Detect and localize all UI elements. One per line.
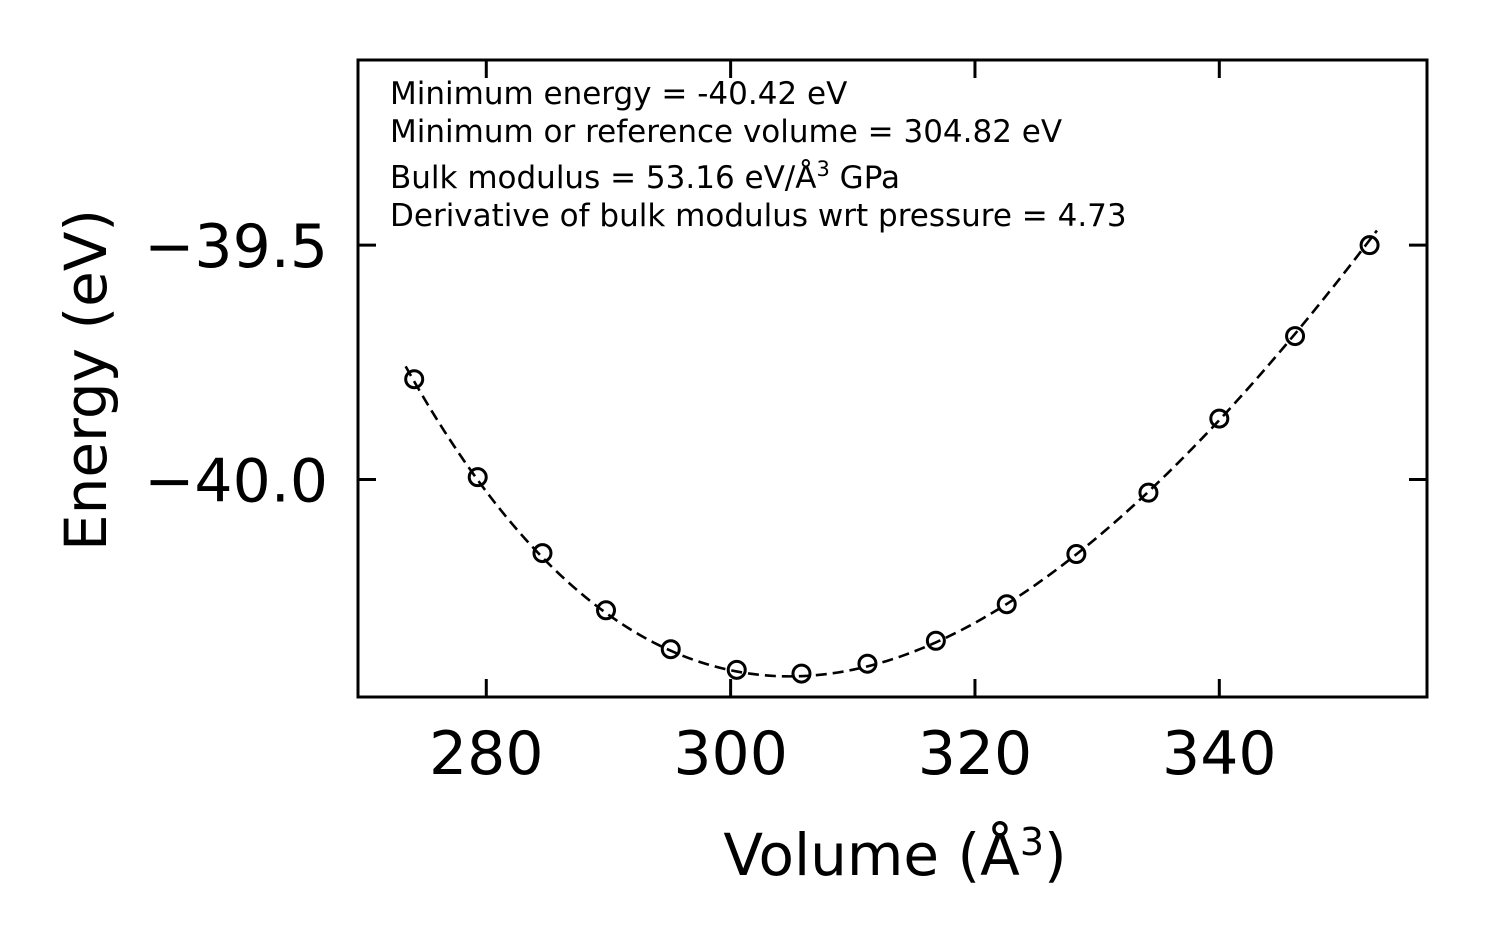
ticks-layer: 280 300 320 340 −39.5 −40.0: [144, 60, 1427, 789]
y-tick-label: −40.0: [144, 447, 328, 517]
x-axis-title-close: ): [1044, 821, 1067, 889]
data-point: [1066, 544, 1087, 565]
annotation-bulk-modulus-text: Bulk modulus = 53.16 eV/Å: [390, 160, 816, 196]
x-tick-label: 280: [429, 719, 544, 789]
data-point: [404, 369, 425, 390]
data-point: [596, 600, 617, 621]
data-point: [791, 663, 812, 684]
x-axis-title-text: Volume (Å: [723, 820, 1020, 889]
x-tick-label: 340: [1162, 719, 1277, 789]
data-point: [467, 467, 488, 488]
data-point: [925, 630, 946, 651]
annotation-minimum-energy: Minimum energy = -40.42 eV: [390, 76, 847, 112]
data-point: [996, 594, 1017, 615]
plot-frame: [356, 58, 1429, 699]
y-axis-title: Energy (eV): [52, 209, 120, 551]
x-axis-title: Volume (Å3): [723, 820, 1066, 889]
data-point: [660, 639, 681, 660]
data-point: [1138, 482, 1159, 503]
annotation-bulk-modulus-superscript: 3: [816, 157, 829, 181]
y-tick-label: −39.5: [144, 212, 328, 282]
data-point: [1285, 326, 1306, 347]
annotation-bulk-modulus-derivative: Derivative of bulk modulus wrt pressure …: [390, 198, 1127, 234]
x-tick-label: 320: [918, 719, 1033, 789]
data-point: [1359, 235, 1380, 256]
annotation-bulk-modulus: Bulk modulus = 53.16 eV/Å3 GPa: [390, 157, 900, 196]
x-tick-label: 300: [673, 719, 788, 789]
annotation-reference-volume: Minimum or reference volume = 304.82 eV: [390, 114, 1062, 150]
data-point: [532, 543, 553, 564]
data-point: [726, 659, 747, 680]
annotation-bulk-modulus-unit: GPa: [830, 160, 900, 196]
x-axis-title-superscript: 3: [1020, 820, 1044, 864]
data-point: [857, 653, 878, 674]
points-layer: [404, 235, 1380, 684]
data-point: [1209, 408, 1230, 429]
